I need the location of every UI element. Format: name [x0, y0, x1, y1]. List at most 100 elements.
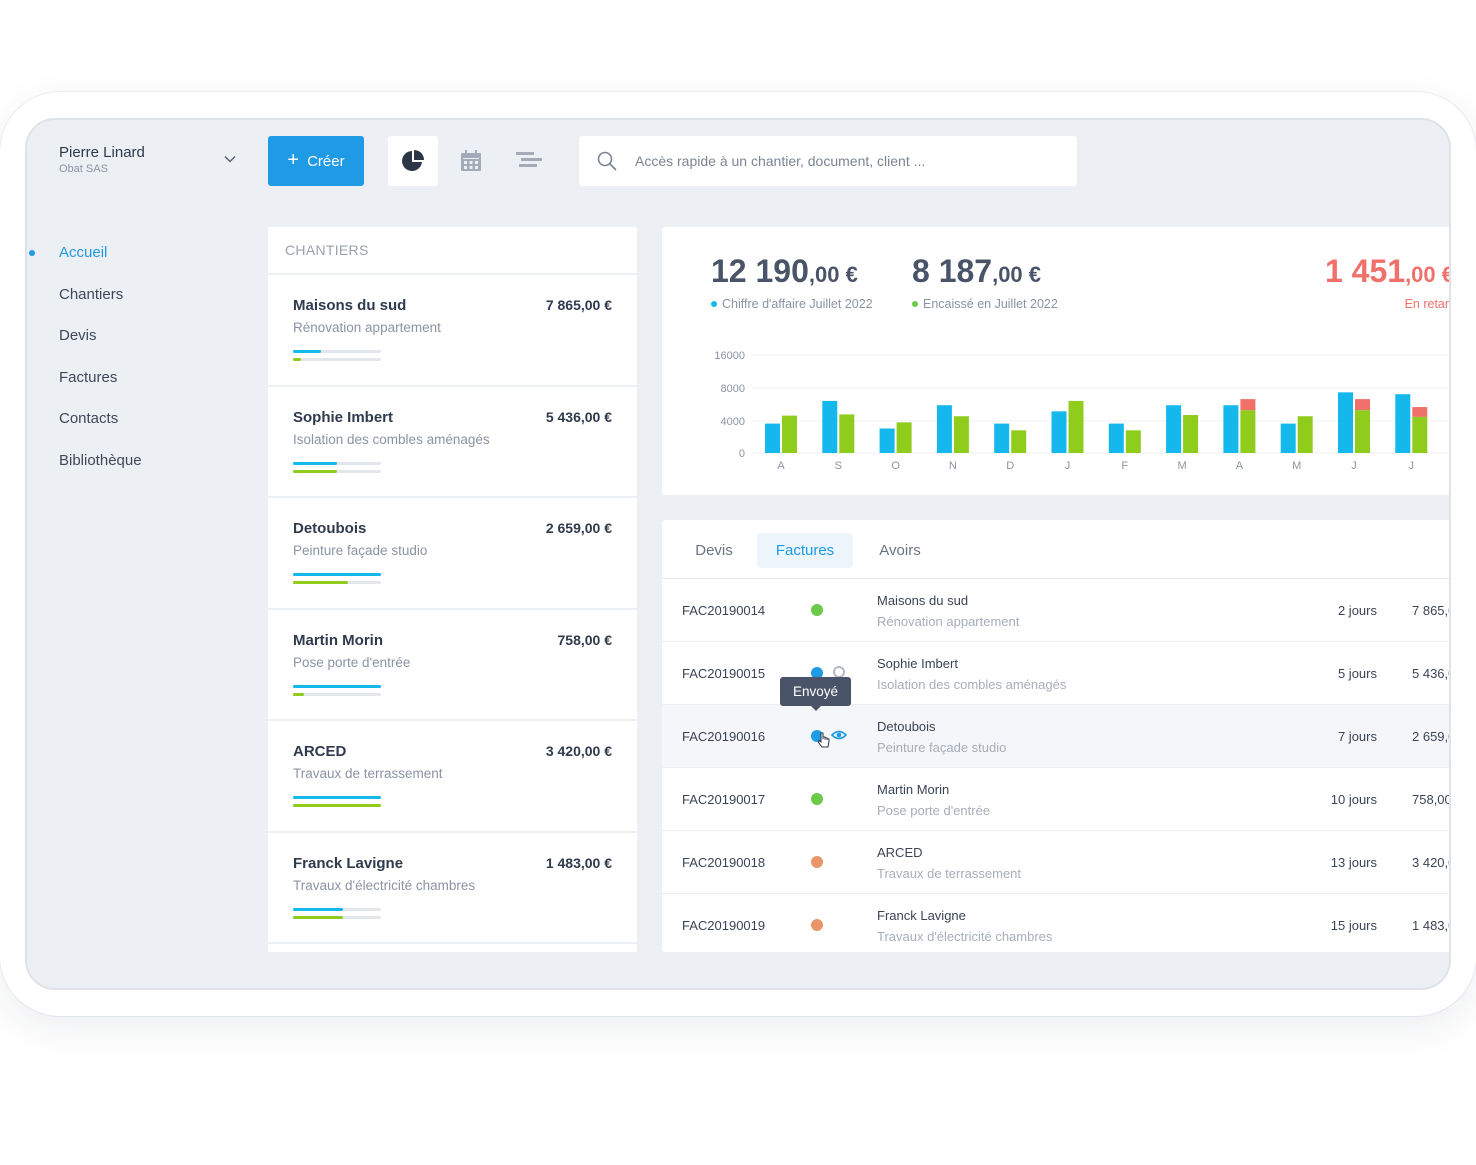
table-row[interactable]: FAC20190017 Martin Morin Pose porte d'entr…: [662, 768, 1449, 831]
invoice-ref: FAC20190014: [682, 603, 766, 618]
chantier-amount: 7 865,00 €: [545, 297, 612, 313]
table-row[interactable]: FAC20190015 Sophie Imbert Isolation des co…: [662, 642, 1449, 705]
sidebar-item-accueil[interactable]: Accueil: [27, 232, 227, 274]
tab-devis[interactable]: Devis: [695, 542, 733, 559]
chantier-card[interactable]: Maisons du sud 7 865,00 € Rénovation appar…: [268, 275, 637, 385]
eye-icon[interactable]: [831, 727, 847, 743]
y-tick-label: 8000: [721, 383, 745, 395]
bar-revenue: [1223, 405, 1239, 453]
client-subtitle: Pose porte d'entrée: [877, 803, 991, 818]
table-row[interactable]: FAC20190014 Maisons du sud Rénovation appa…: [662, 579, 1449, 642]
collected-amount: 8 187,00 €: [912, 253, 1042, 289]
chantier-card[interactable]: ARCED 3 420,00 € Travaux de terrassement: [268, 721, 637, 831]
invoice-ref: FAC20190015: [682, 666, 766, 681]
bar-collected: [1068, 400, 1084, 453]
chantier-amount: 758,00 €: [557, 631, 613, 648]
x-tick-label: M: [1178, 460, 1187, 472]
client-subtitle: Rénovation appartement: [877, 614, 1020, 629]
invoiced-progress-bar: [293, 350, 381, 353]
chantier-subtitle: Peinture façade studio: [293, 543, 428, 558]
bar-revenue: [822, 400, 838, 453]
bar-revenue: [1051, 411, 1067, 453]
pie-chart-icon: [402, 150, 424, 171]
sidebar-item-contacts[interactable]: Contacts: [59, 410, 119, 428]
chantier-amount: 5 436,00 €: [545, 408, 612, 425]
invoiced-progress-bar: [293, 461, 381, 465]
invoice-age: 10 jours: [1330, 792, 1377, 807]
revenue-amount: 12 190,00 €: [711, 253, 858, 289]
x-tick-label: D: [1006, 460, 1014, 472]
chantier-subtitle: Rénovation appartement: [293, 320, 441, 335]
sidebar-nav: Accueil Chantiers Devis Factures Contact…: [27, 232, 227, 481]
green-dot-icon: [912, 301, 918, 307]
status-dot-icon[interactable]: [811, 919, 823, 931]
sidebar-item-bibliotheque[interactable]: Bibliothèque: [59, 451, 142, 469]
client-subtitle: Travaux de terrassement: [877, 866, 1022, 881]
bar-late: [1355, 399, 1370, 411]
revenue-label: Chiffre d'affaire Juillet 2022: [711, 297, 873, 311]
chantier-card[interactable]: Sophie Imbert 5 436,00 € Isolation des com…: [268, 386, 637, 496]
dashboard-view-button[interactable]: [388, 136, 438, 186]
sidebar-item-chantiers[interactable]: Chantiers: [59, 285, 124, 303]
chantier-title: ARCED: [293, 743, 347, 760]
x-tick-label: A: [777, 460, 785, 472]
chantier-title: Sophie Imbert: [293, 408, 394, 426]
chantier-subtitle: Pose porte d'entrée: [293, 654, 411, 670]
tab-factures[interactable]: Factures: [757, 533, 853, 568]
status-dot-icon[interactable]: [811, 856, 823, 868]
bar-revenue: [1166, 405, 1182, 453]
bar-revenue: [1338, 392, 1353, 453]
gantt-icon: [516, 152, 542, 167]
calendar-view-button[interactable]: [446, 136, 496, 186]
chantier-card[interactable]: Franck Lavigne 1 483,00 € Travaux d'électr…: [268, 832, 637, 942]
chantier-card[interactable]: Detoubois 2 659,00 € Peinture façade studi…: [268, 498, 637, 608]
chantier-subtitle: Isolation des combles aménagés: [293, 431, 490, 447]
x-tick-label: S: [835, 460, 842, 472]
invoiced-progress-bar: [293, 573, 381, 576]
app-window: Pierre Linard Obat SAS + Créer: [25, 118, 1451, 990]
client-name: ARCED: [877, 845, 923, 860]
status-dot-icon[interactable]: [811, 793, 823, 805]
bar-collected: [782, 415, 797, 453]
status-dot-icon[interactable]: [811, 667, 823, 679]
chantier-title: Franck Lavigne: [293, 854, 404, 872]
create-button[interactable]: + Créer: [268, 136, 364, 186]
invoice-amount: 2 659,00 €: [1412, 729, 1449, 744]
user-switcher[interactable]: Pierre Linard Obat SAS: [59, 144, 239, 175]
search-input[interactable]: [635, 153, 1035, 169]
table-row[interactable]: FAC20190018 ARCED Travaux de terrassement 1…: [662, 831, 1449, 894]
invoice-age: 5 jours: [1337, 666, 1377, 681]
chantier-amount: 2 659,00 €: [545, 520, 612, 536]
collected-label: Encaissé en Juillet 2022: [912, 297, 1058, 311]
sidebar-item-devis[interactable]: Devis: [59, 327, 97, 345]
table-row[interactable]: FAC20190016 Detoubois Peinture façade stud…: [662, 705, 1449, 768]
paid-progress-bar: [293, 358, 381, 361]
y-tick-label: 0: [739, 448, 745, 460]
search-icon: [597, 151, 617, 171]
search-bar[interactable]: [579, 136, 1077, 186]
invoiced-progress-bar: [293, 684, 381, 688]
planning-view-button[interactable]: [504, 136, 554, 186]
invoice-amount: 1 483,00 €: [1412, 918, 1449, 933]
bar-collected: [1412, 416, 1428, 453]
chantier-card[interactable]: Martin Morin 758,00 € Pose porte d'entrée: [268, 609, 637, 719]
invoice-ref: FAC20190019: [682, 918, 766, 933]
table-row[interactable]: FAC20190019 Franck Lavigne Travaux d'élect…: [662, 894, 1449, 952]
status-dot-icon[interactable]: [811, 730, 823, 742]
sidebar-item-factures[interactable]: Factures: [59, 368, 118, 386]
tab-avoirs[interactable]: Avoirs: [879, 542, 921, 559]
bar-collected: [839, 414, 855, 453]
invoice-ref: FAC20190017: [682, 792, 766, 807]
bar-collected: [953, 416, 969, 453]
x-tick-label: M: [1292, 460, 1301, 472]
bar-collected: [1355, 410, 1370, 453]
chevron-down-icon[interactable]: [223, 152, 237, 166]
invoiced-progress-bar: [293, 796, 381, 799]
invoice-ref: FAC20190018: [682, 855, 766, 870]
documents-panel: Devis Factures Avoirs FAC20190014 Maisons…: [662, 520, 1449, 952]
bar-revenue: [879, 428, 895, 453]
status-dot-icon[interactable]: [811, 604, 823, 616]
x-tick-label: J: [1351, 460, 1357, 472]
invoice-age: 13 jours: [1330, 855, 1377, 870]
x-tick-label: O: [891, 460, 900, 472]
